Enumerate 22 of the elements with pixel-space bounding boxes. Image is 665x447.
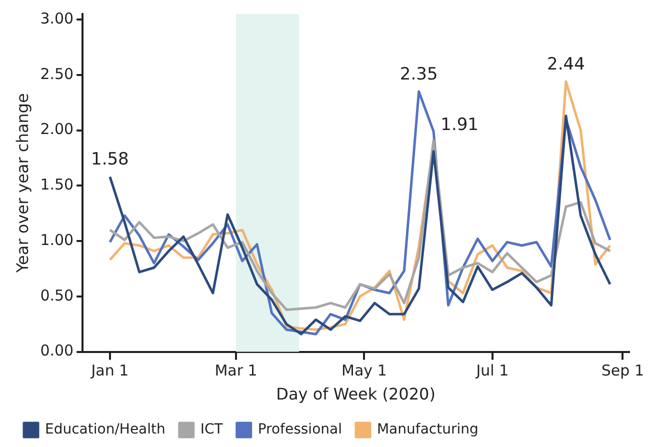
x-tick-label: Jan 1: [90, 362, 129, 380]
y-tick-label: 0.50: [40, 286, 74, 304]
annotation: 1.91: [440, 115, 478, 136]
x-tick-label: Jul 1: [475, 362, 509, 380]
annotation: 2.35: [400, 64, 438, 84]
x-tick-label: Sep 1: [601, 362, 644, 380]
y-tick-label: 2.50: [40, 64, 74, 83]
annotation: 1.58: [90, 150, 129, 170]
x-axis-title: Day of Week (2020): [276, 384, 436, 404]
legend-label: Manufacturing: [376, 422, 478, 438]
y-tick-label: 0.00: [40, 342, 74, 360]
x-tick-label: May 1: [342, 362, 387, 380]
legend-label: ICT: [200, 422, 224, 438]
y-tick-label: 1.00: [40, 230, 74, 249]
x-tick-label: Mar 1: [214, 362, 258, 380]
annotation: 2.44: [547, 54, 585, 74]
legend-label: Education/Health: [45, 422, 166, 438]
y-tick-label: 3.00: [40, 9, 74, 28]
y-tick-label: 2.00: [40, 120, 74, 138]
y-tick-label: 1.50: [40, 176, 74, 194]
legend-label: Professional: [258, 422, 342, 438]
y-axis-title: Year over year change: [12, 93, 32, 274]
